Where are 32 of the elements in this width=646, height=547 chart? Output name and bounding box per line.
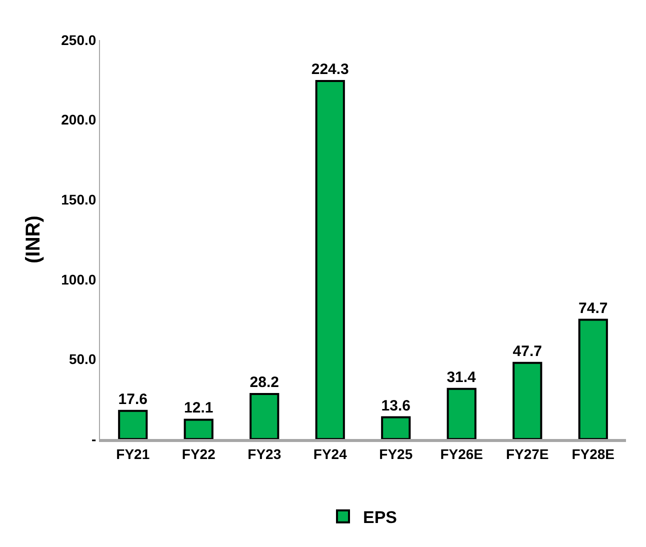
data-label: 13.6	[381, 397, 410, 414]
bar	[184, 418, 214, 439]
bar	[578, 318, 608, 439]
data-label: 74.7	[578, 300, 608, 317]
data-label: 224.3	[311, 61, 349, 78]
data-label: 17.6	[118, 390, 148, 408]
x-tick-label: FY22	[182, 446, 216, 462]
x-tick-label: FY26E	[440, 446, 484, 462]
y-tick-label: -	[92, 430, 97, 447]
bar	[250, 392, 280, 439]
data-label: 12.1	[184, 400, 214, 417]
data-label: 47.7	[512, 342, 542, 360]
data-label: 28.2	[250, 374, 279, 391]
x-tick-label: FY25	[379, 446, 413, 462]
y-tick-label: 100.0	[61, 271, 96, 288]
bar	[381, 416, 411, 439]
legend-label: EPS	[363, 508, 398, 528]
x-tick-label: FY21	[116, 446, 150, 462]
data-label: 31.4	[446, 368, 477, 386]
bar	[446, 388, 476, 439]
bar	[512, 362, 542, 439]
y-tick-label: 200.0	[61, 112, 96, 128]
x-tick-label: FY23	[248, 446, 282, 462]
x-tick-label: FY24	[313, 446, 348, 462]
bar	[315, 80, 345, 439]
x-tick-label: FY27E	[506, 446, 549, 462]
bar	[118, 410, 148, 439]
y-tick-label: 50.0	[68, 351, 96, 368]
y-tick-label: 150.0	[61, 192, 96, 208]
y-tick-label: 250.0	[61, 32, 96, 48]
x-tick-label: FY28E	[572, 446, 615, 462]
y-axis-title: (INR)	[22, 216, 45, 264]
